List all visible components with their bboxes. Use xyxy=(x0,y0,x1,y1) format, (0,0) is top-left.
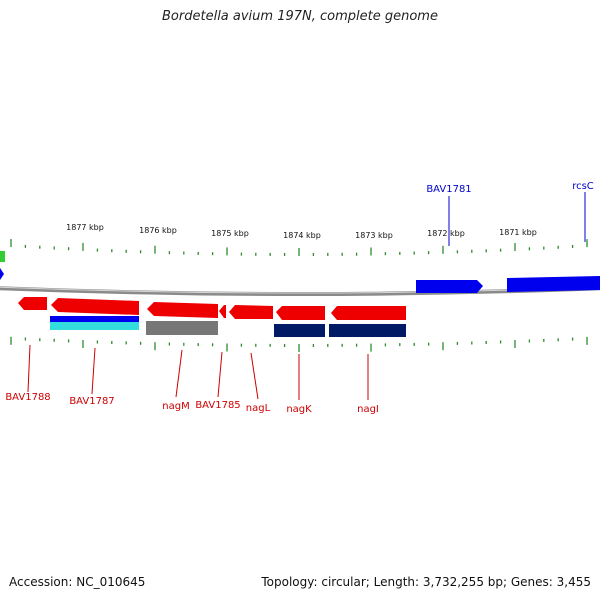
cog-bar-blue xyxy=(50,316,139,322)
scale-tick-label: 1872 kbp xyxy=(427,229,465,238)
label-leader-bav1785 xyxy=(217,351,223,398)
scale-tick-label: 1877 kbp xyxy=(66,223,104,232)
genome-summary-label: Topology: circular; Length: 3,732,255 bp… xyxy=(261,575,591,589)
scale-tick-label: 1875 kbp xyxy=(211,229,249,238)
label-leader-bav1788 xyxy=(27,344,31,393)
label-leader-bav1787 xyxy=(91,347,96,395)
cog-bar-dark-nagi xyxy=(329,324,406,337)
outer-tick-ring xyxy=(10,239,588,256)
gene-arrow-nagi[interactable] xyxy=(331,306,406,320)
scale-tick-label: 1873 kbp xyxy=(355,231,393,240)
map-title: Bordetella avium 197N, complete genome xyxy=(162,9,438,24)
gene-label-nagk[interactable]: nagK xyxy=(286,404,312,415)
cog-bar-cyan xyxy=(50,322,139,330)
partial-gene-blue-arrow xyxy=(0,268,4,280)
scale-tick-label: 1874 kbp xyxy=(283,231,321,240)
gene-arrow-bav1788[interactable] xyxy=(18,297,47,310)
gene-label-bav1788[interactable]: BAV1788 xyxy=(5,392,50,403)
inner-tick-ring xyxy=(10,336,588,352)
gene-arrow-nagm[interactable] xyxy=(147,302,218,318)
label-leader-nagm xyxy=(175,349,183,398)
partial-gene-green xyxy=(0,251,5,262)
gene-label-nagi[interactable]: nagI xyxy=(357,404,379,415)
gene-label-bav1781[interactable]: BAV1781 xyxy=(426,184,471,195)
gene-arrow-bav1781[interactable] xyxy=(416,280,483,293)
gene-label-nagl[interactable]: nagL xyxy=(246,403,271,414)
gene-label-rcsc[interactable]: rcsC xyxy=(572,181,594,192)
gene-arrow-rcsc[interactable] xyxy=(507,276,600,292)
gene-arrow-nagk[interactable] xyxy=(276,306,325,320)
gene-label-bav1785[interactable]: BAV1785 xyxy=(195,400,240,411)
accession-label: Accession: NC_010645 xyxy=(9,575,146,589)
scale-tick-label: 1871 kbp xyxy=(499,228,537,237)
scale-tick-label: 1876 kbp xyxy=(139,226,177,235)
gene-label-bav1787[interactable]: BAV1787 xyxy=(69,396,114,407)
label-leader-nagl xyxy=(250,352,259,400)
cog-bar-dark-nagk xyxy=(274,324,325,337)
gene-label-nagm[interactable]: nagM xyxy=(162,401,189,412)
gene-arrow-bav1787[interactable] xyxy=(51,298,139,315)
reverse-gene-arrows xyxy=(18,297,406,320)
gene-arrow-nagl[interactable] xyxy=(229,305,273,319)
scale-labels: 1877 kbp 1876 kbp 1875 kbp 1874 kbp 1873… xyxy=(66,223,537,240)
cog-bar-gray xyxy=(146,321,218,335)
gene-arrow-bav1785[interactable] xyxy=(219,305,226,318)
